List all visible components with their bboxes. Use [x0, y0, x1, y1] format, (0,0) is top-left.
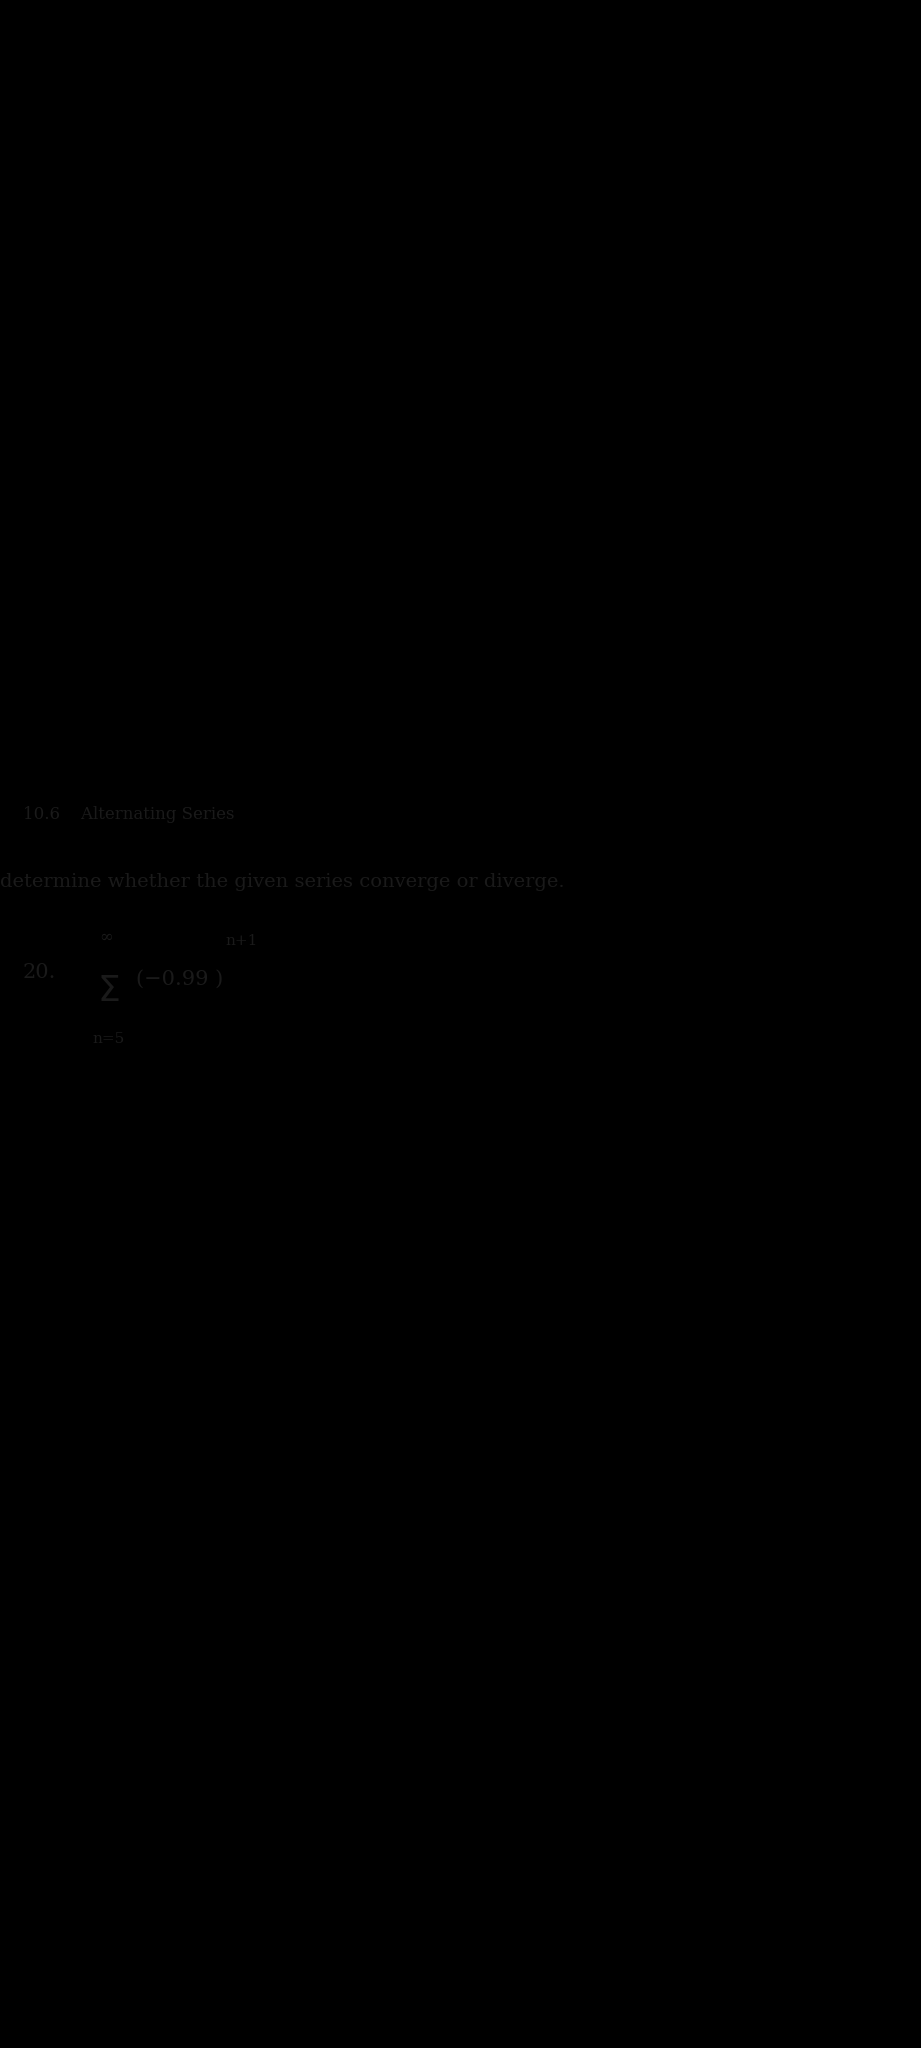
Text: $\Sigma$: $\Sigma$ — [97, 975, 119, 1008]
Text: ∞: ∞ — [99, 930, 113, 946]
Text: n+1: n+1 — [226, 934, 258, 948]
Text: determine whether the given series converge or diverge.: determine whether the given series conve… — [0, 872, 565, 891]
Text: 20.: 20. — [23, 963, 56, 983]
Text: 10.6    Alternating Series: 10.6 Alternating Series — [23, 807, 235, 823]
Text: (−0.99 ): (−0.99 ) — [136, 969, 224, 989]
Text: n=5: n=5 — [92, 1032, 124, 1047]
